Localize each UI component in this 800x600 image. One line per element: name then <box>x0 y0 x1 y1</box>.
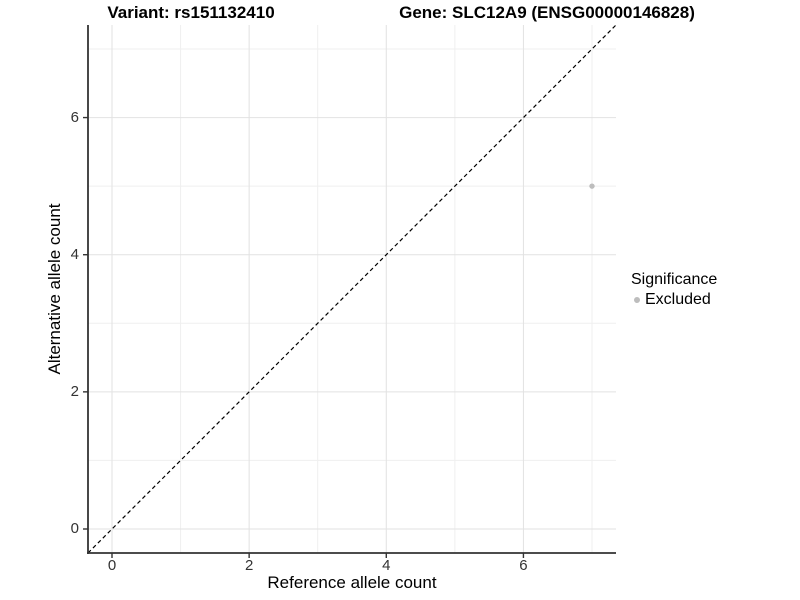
legend-title: Significance <box>631 271 718 288</box>
x-tick-label: 2 <box>244 557 254 574</box>
x-tick-label: 0 <box>107 557 117 574</box>
y-tick-label: 0 <box>70 520 79 537</box>
legend-item-excluded: Excluded <box>631 291 717 309</box>
data-point <box>589 183 595 189</box>
y-tick-label: 6 <box>70 108 79 126</box>
legend-point-icon <box>634 297 640 303</box>
y-tick-label: 4 <box>70 245 79 263</box>
legend-item-label: Excluded <box>645 291 711 308</box>
x-tick-label: 6 <box>519 557 528 574</box>
y-axis-title: Alternative allele count <box>45 203 64 375</box>
identity-dashed-line <box>87 24 617 554</box>
y-tick-label: 2 <box>70 382 79 400</box>
x-axis-title: Reference allele count <box>267 573 437 592</box>
x-tick-label: 4 <box>382 557 391 574</box>
plot-title-gene: Gene: SLC12A9 (ENSG00000146828) <box>399 3 695 22</box>
plot-title-variant: Variant: rs151132410 <box>107 3 275 22</box>
legend: Significance Excluded <box>631 271 717 309</box>
